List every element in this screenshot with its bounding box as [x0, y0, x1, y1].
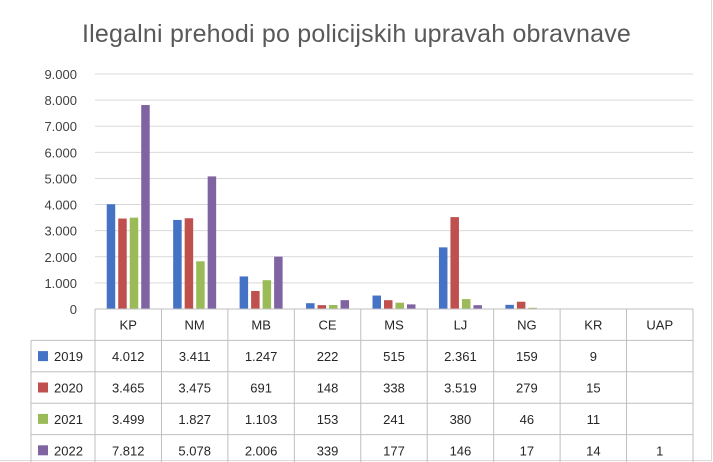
bar-2022-MS: [407, 304, 416, 309]
y-tick-label: 9.000: [44, 67, 77, 82]
bar-2019-LJ: [438, 247, 448, 309]
bar-2022-CE: [340, 300, 350, 309]
legend-swatch-2020: [38, 382, 48, 393]
y-tick-label: 8.000: [44, 93, 77, 108]
legend-swatch-2019: [38, 351, 48, 362]
data-label: 15: [586, 381, 600, 396]
y-tick-label: 1.000: [44, 276, 77, 291]
bar-2021-LJ: [461, 299, 471, 309]
bar-2022-NM: [207, 176, 217, 309]
data-table: KP NM MB CE MS LJ NG KR UAP 2019 4.012 3.411 1.247 22…: [30, 308, 694, 462]
data-label: 3.475: [178, 381, 211, 396]
data-label: 380: [450, 412, 472, 427]
y-tick-label: 0: [70, 302, 77, 317]
data-label: 17: [520, 443, 534, 458]
data-label: 339: [317, 443, 339, 458]
data-label: 2.361: [444, 349, 477, 364]
legend-label-2020: 2020: [54, 381, 83, 396]
category-label: UAP: [646, 318, 673, 333]
data-label: 146: [450, 443, 472, 458]
bar-2020-KP: [118, 218, 127, 309]
bar-2021-MB: [262, 280, 272, 309]
bar-2021-MS: [395, 302, 404, 309]
bar-2022-MB: [274, 256, 283, 309]
data-label: 3.465: [112, 381, 145, 396]
category-label: KR: [584, 318, 602, 333]
data-label: 1.247: [245, 349, 278, 364]
bar-2021-NM: [196, 261, 205, 309]
bar-2022-LJ: [473, 305, 482, 309]
data-label: 3.519: [444, 381, 477, 396]
bar-2020-NM: [184, 218, 194, 309]
data-label: 3.411: [179, 349, 211, 364]
data-label: 177: [383, 443, 405, 458]
bar-2021-CE: [329, 305, 338, 309]
y-tick-label: 2.000: [44, 250, 77, 265]
y-tick-label: 6.000: [44, 145, 77, 160]
data-label: 153: [317, 412, 339, 427]
data-label: 1.103: [245, 412, 278, 427]
category-label: NM: [185, 318, 205, 333]
category-label: LJ: [454, 318, 468, 333]
data-label: 338: [383, 381, 405, 396]
legend-swatch-2021: [38, 413, 48, 424]
bar-2020-NG: [516, 301, 526, 309]
data-label: 241: [383, 412, 405, 427]
category-label: MB: [251, 318, 271, 333]
bar-2020-MB: [251, 290, 260, 309]
data-label: 148: [317, 381, 339, 396]
category-label: CE: [319, 318, 337, 333]
data-label: 159: [516, 349, 538, 364]
data-label: 9: [590, 349, 597, 364]
legend-label-2019: 2019: [54, 349, 83, 364]
bar-2019-NM: [173, 219, 182, 309]
data-label: 11: [587, 412, 601, 427]
data-label: 3.499: [112, 412, 145, 427]
bar-2020-CE: [317, 305, 327, 309]
bar-2019-MB: [239, 276, 249, 309]
data-label: 7.812: [112, 443, 145, 458]
data-label: 5.078: [178, 443, 211, 458]
y-tick-label: 3.000: [44, 224, 77, 239]
category-label: NG: [517, 318, 537, 333]
category-label: KP: [120, 318, 137, 333]
data-label: 515: [383, 349, 405, 364]
data-label: 1.827: [178, 412, 211, 427]
category-label: MS: [384, 318, 404, 333]
data-label: 14: [586, 443, 600, 458]
chart-title: Ilegalni prehodi po policijskih upravah …: [81, 20, 632, 48]
bar-2019-MS: [372, 295, 381, 309]
y-tick-label: 7.000: [44, 119, 77, 134]
legend-label-2021: 2021: [54, 412, 83, 427]
data-label: 4.012: [112, 349, 145, 364]
data-label: 279: [516, 381, 538, 396]
bar-2022-KP: [141, 105, 150, 310]
bar-2019-NG: [505, 304, 514, 309]
bar-2021-KP: [129, 217, 139, 309]
legend-label-2022: 2022: [54, 443, 83, 458]
data-label: 2.006: [245, 443, 278, 458]
data-label: 691: [250, 381, 272, 396]
y-axis-ticks: 0 1.000 2.000 3.000 4.000 5.000 6.000 7.000 8.00…: [44, 67, 77, 317]
bar-2019-KP: [106, 204, 116, 309]
y-tick-label: 5.000: [44, 171, 77, 186]
data-label: 46: [520, 412, 534, 427]
bar-2021-NG: [528, 307, 537, 309]
bar-2019-CE: [306, 303, 315, 309]
legend-swatch-2022: [38, 445, 48, 456]
data-label: 222: [317, 349, 339, 364]
bar-2020-MS: [384, 300, 393, 309]
bars: [106, 105, 682, 310]
data-label: 1: [656, 443, 663, 458]
y-tick-label: 4.000: [44, 198, 77, 213]
bar-2020-LJ: [450, 217, 459, 309]
